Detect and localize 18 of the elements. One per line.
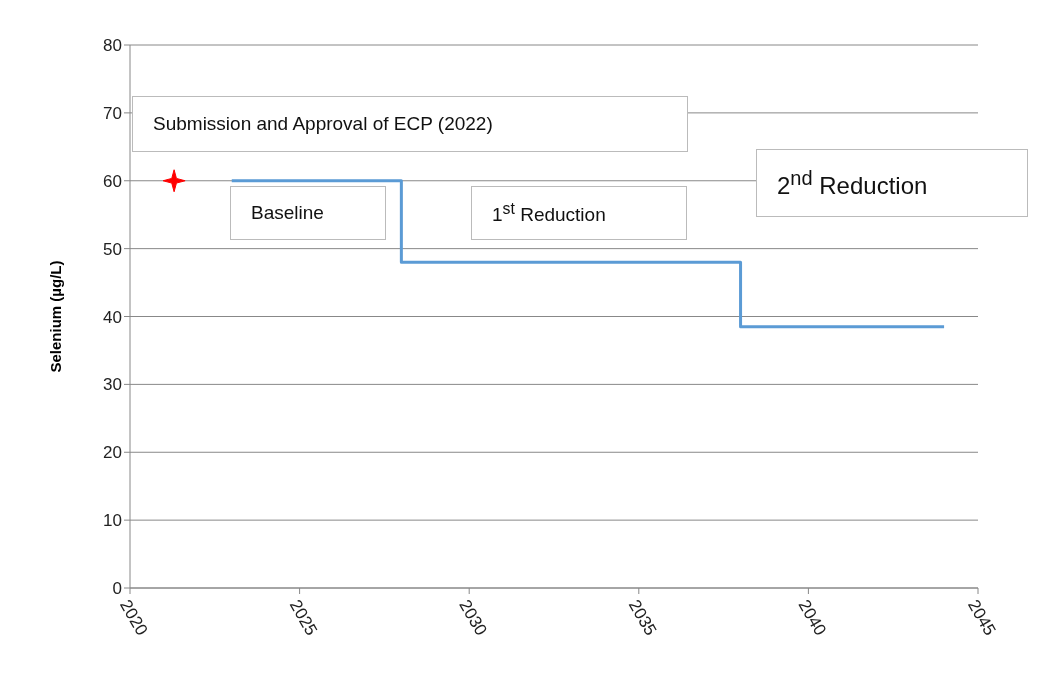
annotation: 1$^{st}$ Reduction bbox=[492, 199, 606, 227]
y-tick-label: 70 bbox=[103, 103, 122, 123]
y-tick-label: 20 bbox=[103, 443, 122, 463]
annotation: 2$^{nd}$ Reduction bbox=[777, 166, 928, 200]
callout-box: 2$^{nd}$ Reduction bbox=[756, 149, 1028, 217]
y-axis-title: Selenium (µg/L) bbox=[47, 260, 65, 373]
y-tick-label: 40 bbox=[103, 307, 122, 327]
callout-box: Submission and Approval of ECP (2022) bbox=[132, 96, 688, 152]
y-tick-label: 80 bbox=[103, 36, 122, 56]
y-tick-label: 0 bbox=[112, 579, 122, 599]
y-tick-label: 10 bbox=[103, 511, 122, 531]
callout-box: 1$^{st}$ Reduction bbox=[471, 186, 687, 240]
annotation: Submission and Approval of ECP (2022) bbox=[153, 113, 493, 135]
y-tick-label: 30 bbox=[103, 375, 122, 395]
annotation: Baseline bbox=[251, 202, 324, 224]
y-tick-label: 60 bbox=[103, 171, 122, 191]
y-tick-label: 50 bbox=[103, 239, 122, 259]
callout-box: Baseline bbox=[230, 186, 386, 240]
